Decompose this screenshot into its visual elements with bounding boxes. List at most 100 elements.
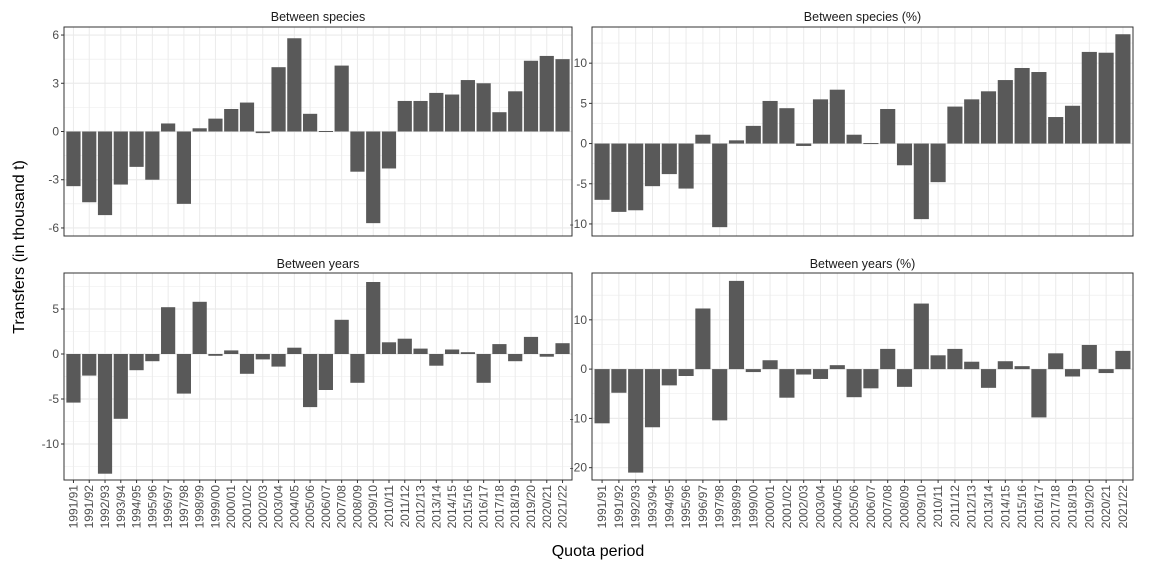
bar: [695, 308, 711, 370]
x-tick-label: 2004/05: [830, 485, 844, 529]
x-tick-label: 2017/18: [1049, 485, 1063, 529]
x-axis-title: Quota period: [552, 543, 645, 560]
bar: [271, 67, 286, 132]
bar: [947, 348, 963, 370]
bar: [397, 100, 412, 132]
x-tick-label: 2007/08: [881, 485, 895, 529]
bar: [318, 354, 333, 390]
x-tick-label: 2001/02: [240, 485, 254, 529]
bar: [812, 99, 829, 144]
x-tick-label: 1993/94: [645, 485, 659, 529]
panel-border: [591, 272, 1134, 481]
x-tick-label: 2013/14: [982, 485, 996, 529]
bar: [829, 89, 845, 144]
bar: [728, 280, 745, 370]
y-tick-label: 10: [574, 56, 588, 70]
bar: [1031, 369, 1047, 418]
bar: [880, 348, 896, 370]
bar: [913, 143, 929, 220]
bar: [779, 369, 795, 398]
y-tick-label: -6: [48, 221, 59, 235]
bar: [930, 143, 946, 183]
x-tick-label: 1999/00: [746, 485, 760, 529]
x-tick-label: 2018/19: [508, 485, 522, 529]
panel-title: Between years: [277, 257, 360, 271]
x-tick-label: 1998/99: [729, 485, 743, 529]
x-tick-label: 2015/16: [1015, 485, 1029, 529]
bar: [192, 128, 207, 132]
x-tick-label: 2013/14: [429, 485, 443, 529]
x-tick-label: 2008/09: [350, 485, 364, 529]
panel-title: Between species (%): [804, 10, 921, 24]
bar: [997, 80, 1013, 144]
bar: [66, 354, 81, 403]
bar: [271, 354, 286, 367]
panel-3: Between years -10 -5 0 5 1991/91 1991/92 1992/9…: [42, 257, 573, 529]
bar: [611, 369, 627, 393]
bar: [611, 143, 627, 212]
x-tick-label: 1991/91: [595, 485, 609, 529]
bar: [255, 131, 270, 134]
bar: [997, 361, 1013, 370]
bar: [445, 349, 460, 354]
y-tick-label: -10: [570, 217, 588, 231]
x-tick-label: 2002/03: [256, 485, 270, 529]
bar: [661, 369, 677, 386]
bar: [896, 369, 913, 387]
bar: [208, 118, 223, 132]
bar: [644, 369, 661, 428]
bar: [350, 354, 365, 383]
bar: [1098, 369, 1114, 374]
bar: [745, 125, 761, 144]
y-tick-label: 0: [580, 362, 587, 376]
y-tick-label: -10: [42, 437, 60, 451]
bar: [224, 350, 239, 354]
bar: [176, 131, 191, 204]
bar: [129, 131, 144, 167]
panel-border: [591, 26, 1134, 237]
x-tick-label: 2009/10: [366, 485, 380, 529]
bar: [366, 282, 381, 354]
x-tick-label: 2009/10: [914, 485, 928, 529]
panels: Between species -6 -3 0 3 6 Between species (%…: [42, 10, 1134, 529]
y-tick-label: -5: [48, 392, 59, 406]
bar: [523, 336, 539, 354]
x-tick-label: 1997/98: [177, 485, 191, 529]
x-tick-label: 2020/21: [1099, 485, 1113, 529]
bar: [97, 354, 113, 474]
bar: [366, 131, 381, 224]
bar: [350, 131, 365, 172]
x-tick-label: 1995/96: [679, 485, 693, 529]
bar: [846, 134, 862, 144]
bar: [695, 134, 711, 144]
x-tick-label: 2003/04: [272, 485, 286, 529]
bar: [1115, 350, 1131, 370]
bar: [476, 354, 491, 383]
x-tick-label: 1993/94: [114, 485, 128, 529]
bar: [334, 319, 349, 354]
bar: [523, 60, 539, 132]
bar: [628, 143, 644, 211]
bar: [318, 131, 333, 132]
bar: [492, 112, 507, 132]
bar: [1064, 105, 1081, 144]
bar: [460, 352, 475, 354]
bar: [796, 143, 812, 146]
bar: [539, 55, 554, 132]
x-tick-label: 2016/17: [1032, 485, 1046, 529]
bar: [745, 369, 761, 373]
bar: [829, 365, 845, 370]
y-tick-label: -20: [570, 461, 588, 475]
y-tick-label: 3: [52, 76, 59, 90]
bar: [628, 369, 644, 473]
panel-border: [63, 26, 573, 237]
bar: [224, 108, 239, 132]
bar: [594, 369, 610, 424]
bar: [1014, 67, 1030, 144]
bar: [1031, 72, 1047, 144]
bar: [429, 354, 444, 366]
y-axis-title: Transfers (in thousand t): [11, 160, 28, 334]
bar: [508, 91, 523, 132]
